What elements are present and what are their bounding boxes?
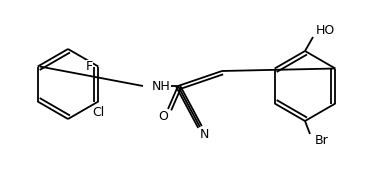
Text: Cl: Cl — [92, 106, 105, 119]
Text: N: N — [199, 129, 209, 142]
Text: F: F — [86, 60, 93, 73]
Text: NH: NH — [152, 80, 171, 92]
Text: HO: HO — [315, 25, 335, 37]
Text: O: O — [158, 111, 168, 123]
Text: Br: Br — [315, 135, 329, 147]
